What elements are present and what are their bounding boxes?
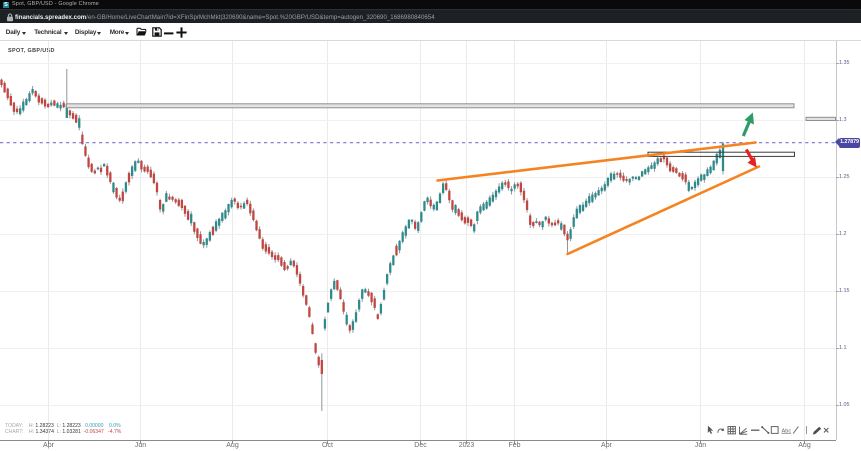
svg-text:Abc: Abc [782,428,792,434]
